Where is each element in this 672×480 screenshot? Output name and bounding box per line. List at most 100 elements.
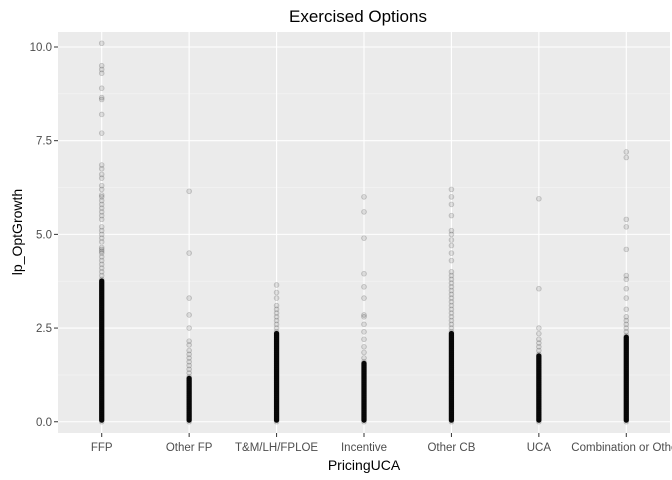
data-point — [98, 197, 105, 204]
data-point — [186, 400, 192, 406]
data-point — [186, 370, 192, 376]
data-point — [98, 162, 105, 168]
data-point — [448, 394, 455, 401]
data-point — [536, 285, 542, 292]
data-point — [98, 254, 105, 260]
data-point — [98, 284, 105, 290]
data-point — [98, 344, 105, 350]
data-point — [98, 407, 105, 414]
data-point — [623, 349, 630, 356]
data-point — [623, 357, 630, 363]
data-point — [623, 400, 630, 406]
data-point — [623, 364, 630, 371]
data-point — [273, 400, 280, 406]
data-point — [98, 325, 105, 331]
data-point — [273, 396, 280, 403]
data-point — [536, 418, 542, 425]
data-point — [623, 405, 630, 412]
x-tick-label: Other FP — [166, 442, 213, 454]
y-tick-label: 7.5 — [36, 136, 52, 148]
data-point — [273, 368, 280, 374]
data-point — [98, 347, 105, 354]
data-point — [623, 362, 630, 369]
data-point — [98, 383, 105, 389]
data-point — [98, 388, 105, 395]
data-point — [273, 418, 280, 425]
data-point — [98, 304, 105, 311]
data-point — [536, 372, 542, 378]
data-point — [536, 375, 542, 382]
data-point — [186, 398, 192, 404]
data-point — [536, 340, 542, 346]
data-point — [186, 407, 192, 414]
data-point — [98, 224, 105, 230]
data-point — [448, 329, 455, 335]
data-point — [98, 175, 105, 181]
data-point — [98, 297, 105, 303]
data-point — [273, 344, 280, 350]
data-point — [448, 250, 455, 256]
data-point — [623, 334, 630, 341]
data-point — [273, 392, 280, 399]
data-point — [448, 280, 455, 286]
data-point — [98, 323, 105, 329]
data-point — [623, 360, 630, 367]
data-point — [98, 276, 105, 283]
data-point — [361, 358, 367, 365]
data-point — [98, 373, 105, 380]
data-point — [273, 353, 280, 359]
data-point — [186, 250, 192, 256]
data-point — [98, 381, 105, 388]
data-point — [623, 344, 630, 350]
data-point — [361, 415, 367, 421]
data-point — [98, 360, 105, 367]
data-point — [536, 347, 542, 354]
data-point — [98, 338, 105, 344]
data-point — [98, 287, 105, 294]
data-point — [536, 409, 542, 416]
data-point — [98, 171, 105, 178]
data-point — [623, 418, 630, 425]
data-point — [623, 415, 630, 421]
data-point — [448, 396, 455, 403]
data-point — [98, 377, 105, 384]
data-point — [361, 270, 367, 277]
dense-point-band — [99, 278, 105, 423]
data-point — [536, 398, 542, 404]
data-point — [536, 411, 542, 418]
data-point — [273, 390, 280, 397]
data-point — [623, 336, 630, 343]
data-point — [361, 387, 367, 393]
y-tick-label: 10.0 — [30, 42, 52, 54]
data-point — [448, 379, 455, 386]
data-point — [186, 325, 192, 331]
data-point — [273, 310, 280, 316]
data-point — [98, 205, 105, 211]
data-point — [361, 392, 367, 399]
data-point — [273, 302, 280, 309]
data-point — [98, 209, 105, 215]
data-point — [623, 368, 630, 374]
data-point — [98, 227, 105, 234]
data-point — [98, 310, 105, 316]
data-point — [536, 330, 542, 337]
data-point — [448, 417, 455, 423]
data-point — [186, 358, 192, 365]
data-point — [98, 385, 105, 391]
data-point — [186, 312, 192, 318]
data-point — [98, 317, 105, 324]
data-point — [98, 330, 105, 337]
data-point — [361, 194, 367, 200]
data-point — [448, 372, 455, 378]
data-point — [98, 192, 105, 198]
data-point — [448, 355, 455, 361]
data-point — [186, 366, 192, 373]
data-point — [361, 360, 367, 367]
data-point — [448, 351, 455, 358]
data-point — [448, 375, 455, 382]
data-point — [536, 394, 542, 401]
data-point — [623, 272, 630, 279]
data-point — [273, 347, 280, 354]
data-point — [448, 306, 455, 313]
data-point — [186, 418, 192, 425]
